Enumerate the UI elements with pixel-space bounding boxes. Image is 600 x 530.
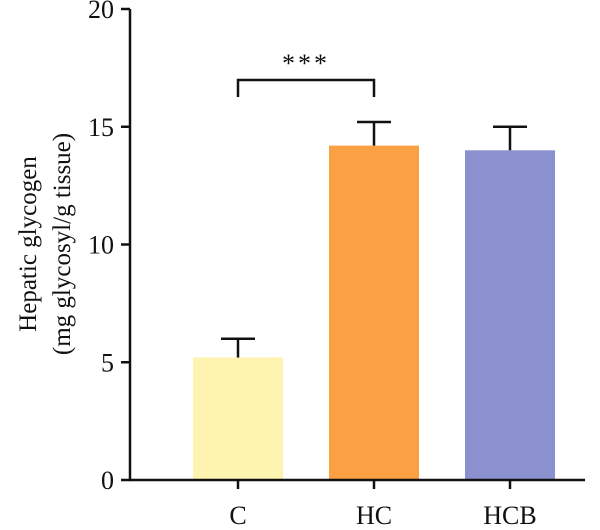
error-bar-c (221, 337, 255, 358)
y-axis-title-line-1: Hepatic glycogen (15, 156, 42, 332)
y-tick-label-10: 10 (88, 231, 114, 260)
significance-layer: *** (236, 49, 376, 97)
error-bar-hcb (493, 125, 527, 151)
significance-label: *** (282, 49, 330, 78)
y-tick-label-15: 15 (88, 113, 114, 142)
significance-bracket: *** (236, 49, 376, 97)
y-tick-label-5: 5 (101, 348, 114, 377)
bar-hcb (465, 150, 555, 481)
x-tick-label-hc: HC (356, 501, 392, 530)
y-tick-label-20: 20 (88, 0, 114, 24)
y-tick-label-0: 0 (101, 466, 114, 495)
bracket-line (236, 78, 376, 97)
bar-hc (329, 145, 419, 480)
axes-layer: 0 5 10 15 20 C HC HCB (88, 0, 585, 530)
x-tick-label-hcb: HCB (483, 501, 536, 530)
bar-c (193, 357, 283, 480)
error-bars-layer (221, 120, 527, 358)
x-tick-label-c: C (229, 501, 246, 530)
error-bar-hc (357, 120, 391, 146)
bars-layer (193, 145, 555, 481)
y-axis-title-line-2: (mg glycosyl/g tissue) (49, 133, 76, 355)
